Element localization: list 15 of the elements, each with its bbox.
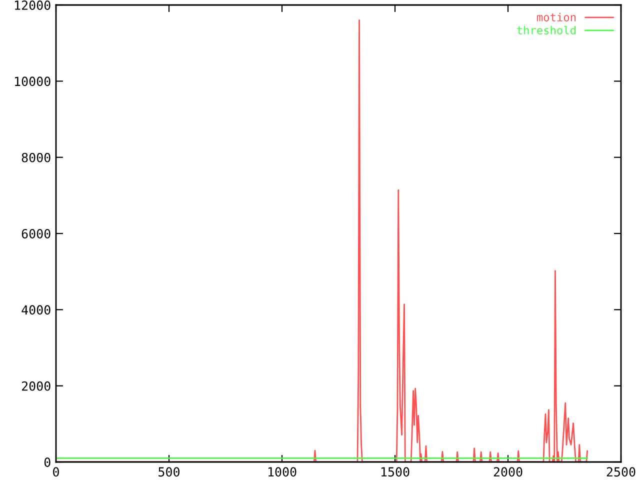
x-tick-label: 1000 — [268, 467, 296, 477]
y-tick-label: 4000 — [22, 305, 50, 315]
x-tick-label: 1500 — [381, 467, 410, 477]
y-tick-label: 12000 — [15, 0, 50, 10]
x-tick-label: 2000 — [494, 467, 522, 477]
legend-label: motion — [537, 12, 576, 22]
y-tick-label: 10000 — [15, 76, 50, 86]
legend-label: threshold — [517, 26, 576, 34]
y-tick-label: 6000 — [22, 229, 50, 238]
y-tick-label: 8000 — [22, 152, 50, 162]
x-tick-label: 0 — [53, 467, 59, 477]
y-tick-label: 2000 — [22, 381, 50, 391]
x-tick-label: 2500 — [606, 467, 636, 477]
y-tick-label: 0 — [44, 458, 50, 467]
x-tick-label: 500 — [158, 467, 180, 477]
